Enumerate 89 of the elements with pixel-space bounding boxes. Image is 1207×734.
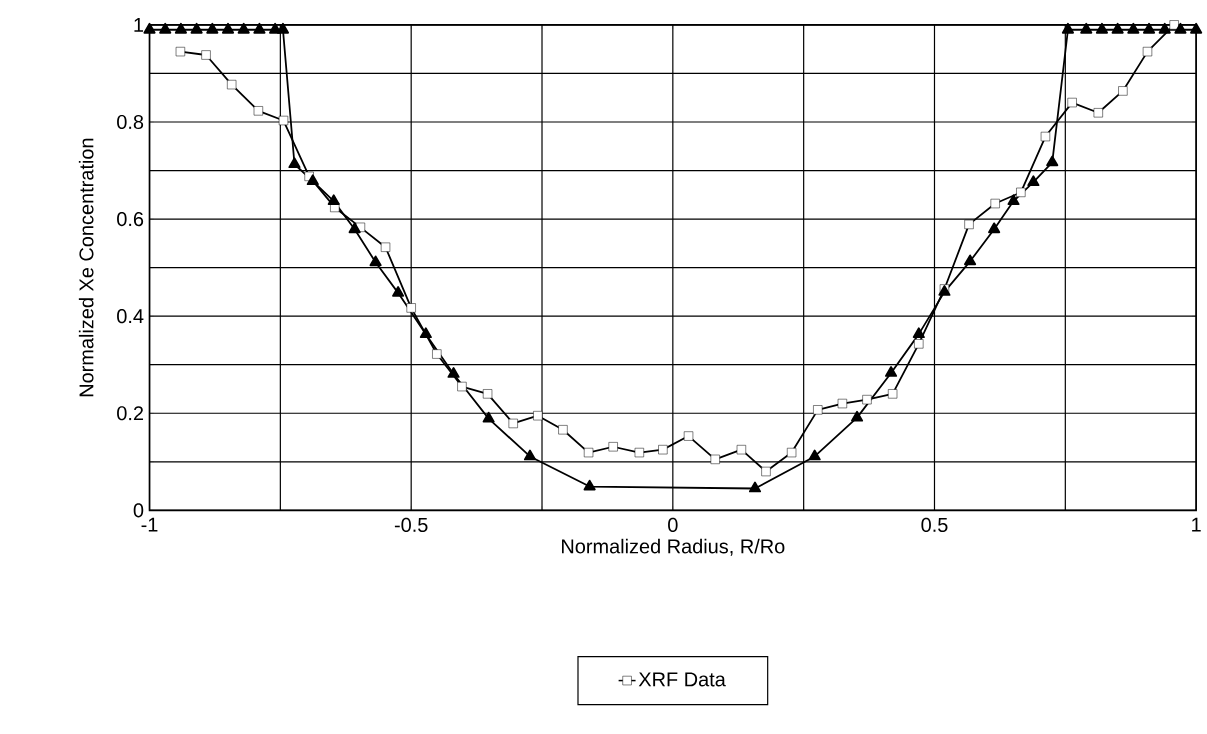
x-tick-label: -0.5 bbox=[394, 518, 428, 533]
point bbox=[306, 174, 319, 186]
point bbox=[1158, 23, 1171, 34]
point bbox=[327, 194, 340, 206]
point bbox=[888, 389, 898, 399]
point bbox=[380, 242, 391, 253]
point bbox=[736, 445, 747, 455]
point bbox=[1095, 23, 1109, 34]
x-tick-label: 0.5 bbox=[921, 518, 948, 533]
x-tick-label: 1 bbox=[1192, 518, 1201, 532]
point bbox=[583, 479, 596, 491]
point bbox=[278, 116, 289, 126]
point bbox=[508, 419, 518, 429]
point bbox=[175, 47, 186, 57]
point bbox=[1169, 20, 1179, 30]
point bbox=[787, 448, 797, 458]
point bbox=[990, 199, 1000, 209]
point bbox=[1142, 47, 1153, 57]
point bbox=[159, 23, 172, 34]
y-axis-title: Normalized Xe Concentration bbox=[78, 138, 94, 397]
point bbox=[227, 80, 237, 90]
point bbox=[813, 405, 823, 415]
point bbox=[1080, 23, 1093, 34]
point bbox=[1142, 23, 1156, 34]
point bbox=[710, 454, 720, 465]
point bbox=[912, 327, 925, 339]
point bbox=[862, 395, 872, 405]
point bbox=[406, 303, 416, 313]
point bbox=[850, 410, 864, 422]
point bbox=[253, 106, 263, 116]
point bbox=[432, 349, 442, 359]
y-tick-label: 0.6 bbox=[117, 212, 144, 227]
y-tick-label: 0.4 bbox=[117, 309, 144, 324]
point bbox=[988, 222, 1001, 234]
point bbox=[1111, 23, 1124, 34]
point bbox=[1040, 132, 1051, 142]
point bbox=[457, 382, 467, 392]
point bbox=[748, 481, 762, 493]
y-tick-label: 0.8 bbox=[117, 115, 144, 130]
point bbox=[143, 23, 156, 34]
x-tick-label: -1 bbox=[141, 518, 158, 532]
point bbox=[634, 448, 644, 458]
point bbox=[837, 399, 848, 409]
point bbox=[369, 255, 382, 267]
point bbox=[583, 448, 594, 458]
point bbox=[348, 222, 361, 234]
point bbox=[206, 23, 219, 34]
point bbox=[253, 23, 266, 34]
point bbox=[1027, 175, 1040, 187]
point bbox=[447, 367, 460, 378]
point bbox=[608, 442, 618, 452]
point bbox=[914, 339, 924, 349]
point bbox=[964, 254, 977, 266]
point bbox=[482, 389, 493, 399]
point bbox=[1061, 23, 1074, 34]
point bbox=[174, 23, 187, 34]
point bbox=[1067, 98, 1077, 108]
y-tick-label: 0 bbox=[133, 503, 144, 518]
x-tick-label: 0 bbox=[668, 518, 678, 533]
point bbox=[1174, 23, 1187, 34]
x-axis-title: Normalized Radius, R/Ro bbox=[562, 538, 785, 556]
point bbox=[558, 425, 568, 435]
point bbox=[1016, 187, 1026, 198]
point bbox=[523, 449, 537, 461]
point bbox=[1007, 194, 1020, 206]
point bbox=[761, 467, 771, 477]
point bbox=[201, 50, 211, 60]
point bbox=[1046, 155, 1059, 167]
point bbox=[533, 411, 543, 421]
point bbox=[276, 23, 290, 34]
point bbox=[808, 449, 821, 461]
point bbox=[419, 327, 432, 339]
point bbox=[885, 366, 898, 378]
point bbox=[482, 411, 495, 423]
point bbox=[1190, 23, 1203, 34]
point bbox=[1118, 86, 1128, 96]
point bbox=[683, 431, 694, 441]
point bbox=[392, 286, 405, 297]
point bbox=[964, 219, 974, 230]
y-tick-label: 0.2 bbox=[117, 406, 144, 421]
point bbox=[221, 23, 235, 34]
point bbox=[190, 23, 203, 34]
y-tick-label: 1 bbox=[134, 18, 144, 32]
point bbox=[288, 157, 301, 169]
legend-label: XRF Data bbox=[638, 672, 726, 687]
point bbox=[237, 23, 250, 34]
point bbox=[1127, 23, 1140, 34]
point bbox=[658, 445, 668, 455]
point bbox=[1093, 108, 1103, 118]
